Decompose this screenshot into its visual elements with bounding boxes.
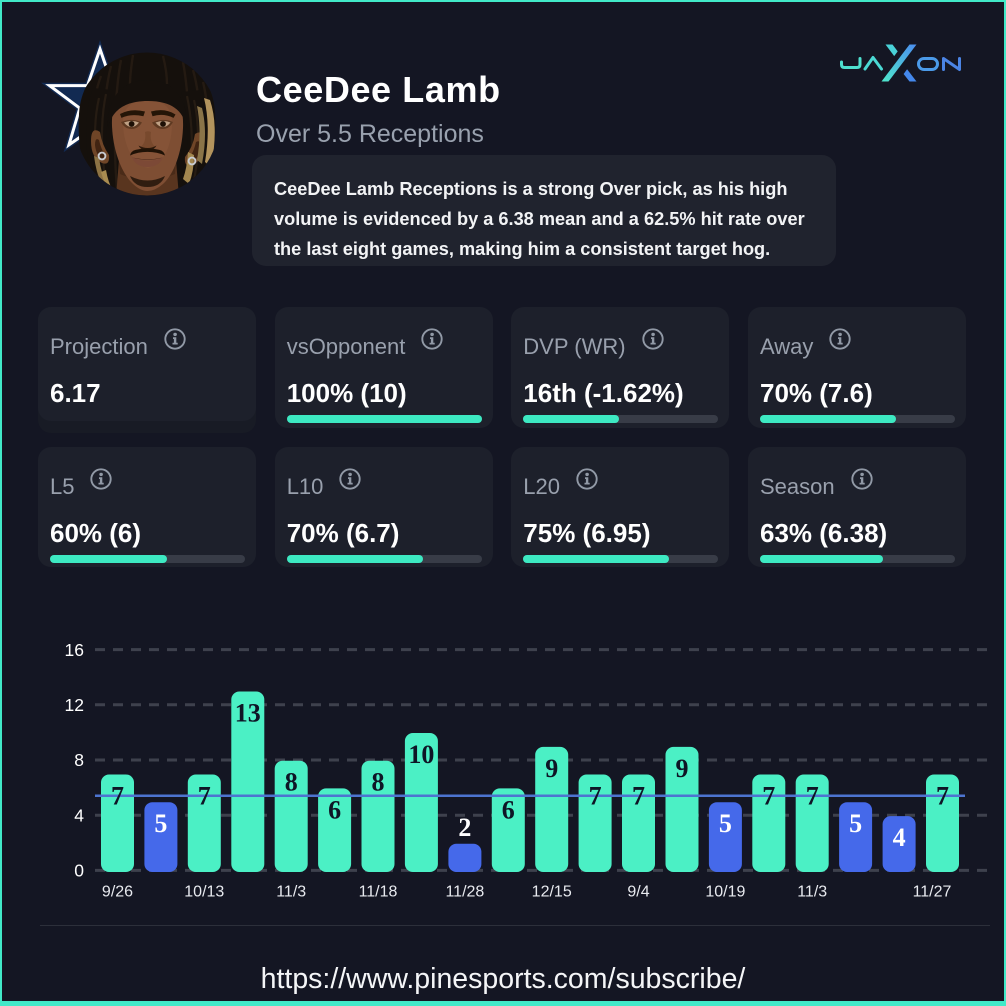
- svg-text:7: 7: [936, 782, 949, 811]
- svg-text:5: 5: [154, 809, 167, 838]
- svg-text:7: 7: [198, 782, 211, 811]
- svg-text:9/4: 9/4: [627, 884, 649, 901]
- svg-text:16: 16: [65, 640, 84, 660]
- svg-text:2: 2: [458, 813, 471, 842]
- svg-text:5: 5: [719, 809, 732, 838]
- svg-text:10/13: 10/13: [184, 884, 224, 901]
- svg-text:4: 4: [893, 823, 906, 852]
- svg-text:11/28: 11/28: [445, 884, 484, 901]
- svg-text:8: 8: [74, 750, 84, 770]
- svg-text:11/3: 11/3: [276, 884, 306, 901]
- svg-text:11/27: 11/27: [913, 884, 952, 901]
- svg-text:7: 7: [111, 782, 124, 811]
- svg-text:7: 7: [762, 782, 775, 811]
- svg-text:10: 10: [408, 740, 434, 769]
- svg-text:9: 9: [545, 754, 558, 783]
- svg-text:11/18: 11/18: [359, 884, 398, 901]
- svg-text:5: 5: [849, 809, 862, 838]
- svg-text:9/26: 9/26: [102, 884, 133, 901]
- svg-text:9: 9: [676, 754, 689, 783]
- svg-text:0: 0: [74, 861, 84, 881]
- svg-text:12: 12: [65, 695, 84, 715]
- svg-text:12/15: 12/15: [532, 884, 572, 901]
- svg-text:6: 6: [502, 795, 515, 824]
- svg-text:10/19: 10/19: [705, 884, 745, 901]
- svg-text:7: 7: [632, 782, 645, 811]
- svg-text:7: 7: [806, 782, 819, 811]
- svg-text:8: 8: [372, 768, 385, 797]
- svg-text:11/3: 11/3: [797, 884, 827, 901]
- svg-text:7: 7: [589, 782, 602, 811]
- svg-text:13: 13: [235, 699, 261, 728]
- svg-text:8: 8: [285, 768, 298, 797]
- svg-text:4: 4: [74, 805, 84, 825]
- svg-text:6: 6: [328, 795, 341, 824]
